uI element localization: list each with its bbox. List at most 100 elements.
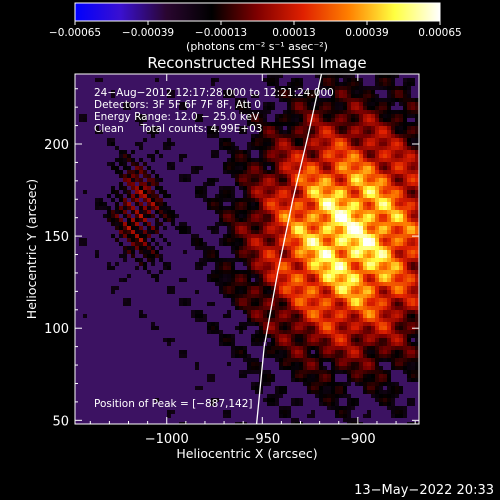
heatmap-cell <box>307 110 311 114</box>
heatmap-cell <box>139 314 143 318</box>
heatmap-cell <box>307 142 311 146</box>
heatmap-cell <box>299 154 303 158</box>
heatmap-cell <box>135 242 139 246</box>
heatmap-cell <box>343 418 347 422</box>
heatmap-cell <box>355 226 359 230</box>
heatmap-cell <box>403 158 407 162</box>
heatmap-cell <box>339 282 343 286</box>
heatmap-cell <box>387 222 391 226</box>
heatmap-cell <box>315 242 319 246</box>
heatmap-cell <box>247 258 251 262</box>
heatmap-cell <box>375 150 379 154</box>
heatmap-cell <box>387 346 391 350</box>
heatmap-cell <box>327 338 331 342</box>
heatmap-cell <box>379 302 383 306</box>
heatmap-cell <box>323 86 327 90</box>
heatmap-cell <box>335 130 339 134</box>
heatmap-cell <box>147 250 151 254</box>
heatmap-cell <box>383 402 387 406</box>
heatmap-cell <box>255 118 259 122</box>
heatmap-cell <box>147 130 151 134</box>
heatmap-cell <box>371 102 375 106</box>
heatmap-cell <box>379 86 383 90</box>
heatmap-cell <box>115 210 119 214</box>
heatmap-cell <box>403 310 407 314</box>
heatmap-cell <box>403 270 407 274</box>
heatmap-cell <box>363 306 367 310</box>
heatmap-cell <box>331 270 335 274</box>
heatmap-cell <box>183 278 187 282</box>
heatmap-cell <box>311 102 315 106</box>
heatmap-cell <box>143 210 147 214</box>
heatmap-cell <box>275 402 279 406</box>
heatmap-cell <box>375 86 379 90</box>
heatmap-cell <box>259 314 263 318</box>
heatmap-cell <box>267 154 271 158</box>
heatmap-cell <box>347 122 351 126</box>
heatmap-cell <box>339 254 343 258</box>
heatmap-cell <box>283 354 287 358</box>
heatmap-cell <box>135 194 139 198</box>
heatmap-cell <box>351 230 355 234</box>
heatmap-cell <box>303 142 307 146</box>
heatmap-cell <box>271 158 275 162</box>
heatmap-cell <box>275 150 279 154</box>
heatmap-cell <box>375 374 379 378</box>
heatmap-cell <box>383 254 387 258</box>
heatmap-cell <box>267 82 271 86</box>
heatmap-cell <box>359 146 363 150</box>
heatmap-cell <box>227 314 231 318</box>
heatmap-cell <box>263 134 267 138</box>
heatmap-cell <box>395 118 399 122</box>
heatmap-cell <box>263 194 267 198</box>
heatmap-cell <box>323 74 327 78</box>
heatmap-cell <box>303 110 307 114</box>
heatmap-cell <box>367 414 371 418</box>
heatmap-cell <box>355 142 359 146</box>
heatmap-cell <box>307 178 311 182</box>
heatmap-cell <box>359 302 363 306</box>
heatmap-cell <box>291 290 295 294</box>
heatmap-cell <box>375 370 379 374</box>
heatmap-cell <box>319 142 323 146</box>
heatmap-cell <box>415 206 419 210</box>
heatmap-cell <box>415 226 419 230</box>
heatmap-cell <box>247 174 251 178</box>
heatmap-cell <box>227 234 231 238</box>
heatmap-cell <box>415 202 419 206</box>
heatmap-cell <box>331 102 335 106</box>
heatmap-cell <box>291 278 295 282</box>
heatmap-cell <box>291 238 295 242</box>
heatmap-cell <box>135 202 139 206</box>
heatmap-cell <box>411 158 415 162</box>
heatmap-cell <box>399 110 403 114</box>
heatmap-cell <box>367 338 371 342</box>
heatmap-cell <box>415 290 419 294</box>
heatmap-cell <box>235 198 239 202</box>
heatmap-cell <box>339 338 343 342</box>
heatmap-cell <box>307 170 311 174</box>
heatmap-cell <box>291 246 295 250</box>
heatmap-cell <box>407 298 411 302</box>
heatmap-cell <box>303 214 307 218</box>
heatmap-cell <box>271 314 275 318</box>
heatmap-cell <box>411 238 415 242</box>
heatmap-cell <box>263 238 267 242</box>
heatmap-cell <box>287 314 291 318</box>
heatmap-cell <box>387 322 391 326</box>
heatmap-cell <box>375 122 379 126</box>
heatmap-cell <box>395 234 399 238</box>
heatmap-cell <box>163 190 167 194</box>
heatmap-cell <box>195 234 199 238</box>
heatmap-cell <box>379 366 383 370</box>
heatmap-cell <box>243 182 247 186</box>
heatmap-cell <box>211 322 215 326</box>
heatmap-cell <box>351 122 355 126</box>
heatmap-cell <box>195 262 199 266</box>
heatmap-cell <box>167 342 171 346</box>
heatmap-cell <box>231 166 235 170</box>
heatmap-cell <box>311 286 315 290</box>
heatmap-cell <box>179 178 183 182</box>
heatmap-cell <box>315 378 319 382</box>
colorbar-tick-label: 0.00039 <box>345 27 388 39</box>
